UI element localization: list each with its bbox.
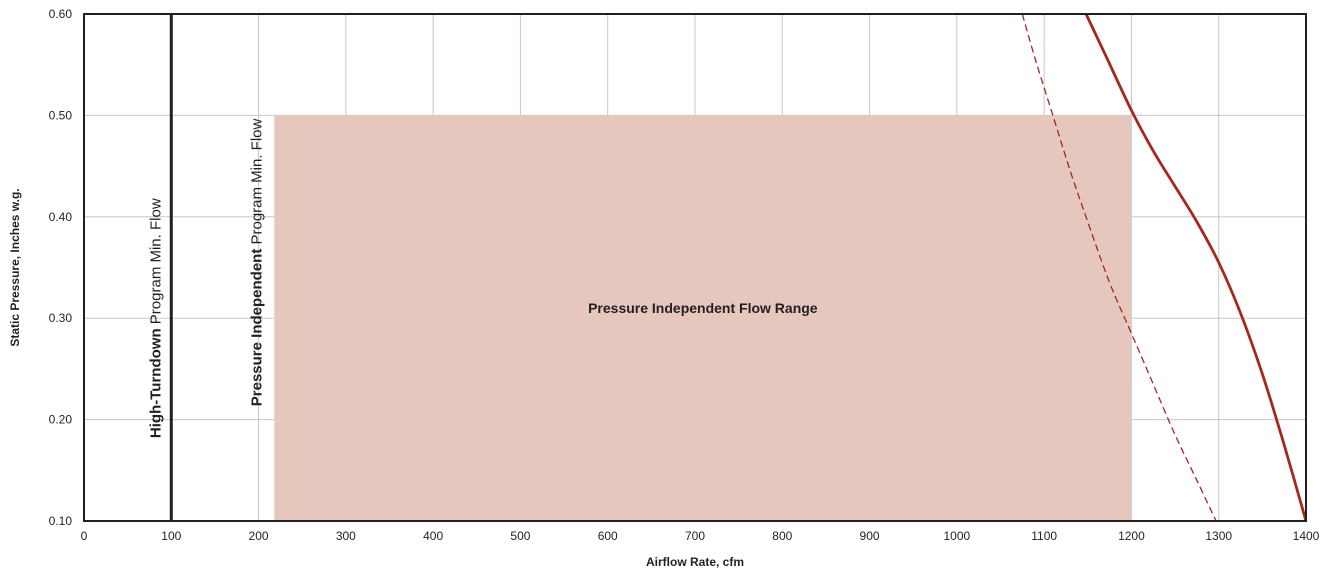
x-tick-label: 800 <box>772 529 792 543</box>
y-tick-label: 0.20 <box>49 413 73 427</box>
curves <box>1021 13 1308 522</box>
x-tick-label: 600 <box>598 529 618 543</box>
dashed-curve <box>1021 13 1217 522</box>
x-tick-label: 500 <box>510 529 530 543</box>
x-tick-label: 400 <box>423 529 443 543</box>
x-tick-label: 1200 <box>1118 529 1145 543</box>
x-tick-label: 300 <box>336 529 356 543</box>
x-tick-label: 0 <box>81 529 88 543</box>
x-tick-label: 900 <box>860 529 880 543</box>
x-tick-label: 100 <box>161 529 181 543</box>
x-tick-label: 1300 <box>1205 529 1232 543</box>
x-tick-label: 700 <box>685 529 705 543</box>
high-turndown-label-bold: High-Turndown <box>147 328 164 438</box>
pressure-independent-label-normal: Program Min. Flow <box>248 118 265 248</box>
x-tick-label: 200 <box>249 529 269 543</box>
x-axis-ticks: 0 100 200 300 400 500 600 700 800 900 1000 1100 1200… <box>81 529 1320 543</box>
pressure-independent-label-bold: Pressure Independent <box>248 249 265 407</box>
y-tick-label: 0.30 <box>49 311 73 325</box>
flow-range-label: Pressure Independent Flow Range <box>588 300 818 316</box>
x-tick-label: 1100 <box>1031 529 1057 543</box>
y-axis-title: Static Pressure, Inches w.g. <box>8 188 22 346</box>
plot-frame <box>83 13 1307 522</box>
y-axis-ticks: 0.10 0.20 0.30 0.40 0.50 0.60 <box>49 7 73 528</box>
high-turndown-label: High-Turndown Program Min. Flow <box>147 198 164 438</box>
y-tick-label: 0.60 <box>49 7 73 21</box>
x-tick-label: 1400 <box>1293 529 1320 543</box>
y-tick-label: 0.40 <box>49 210 73 224</box>
x-axis-title: Airflow Rate, cfm <box>646 555 744 569</box>
pressure-independent-label: Pressure Independent Program Min. Flow <box>248 118 265 406</box>
flow-range-region <box>274 115 1132 522</box>
y-tick-label: 0.10 <box>49 514 73 528</box>
high-turndown-label-normal: Program Min. Flow <box>147 198 164 328</box>
solid-curve <box>1084 13 1308 522</box>
x-tick-label: 1000 <box>944 529 971 543</box>
y-tick-label: 0.50 <box>49 108 73 122</box>
